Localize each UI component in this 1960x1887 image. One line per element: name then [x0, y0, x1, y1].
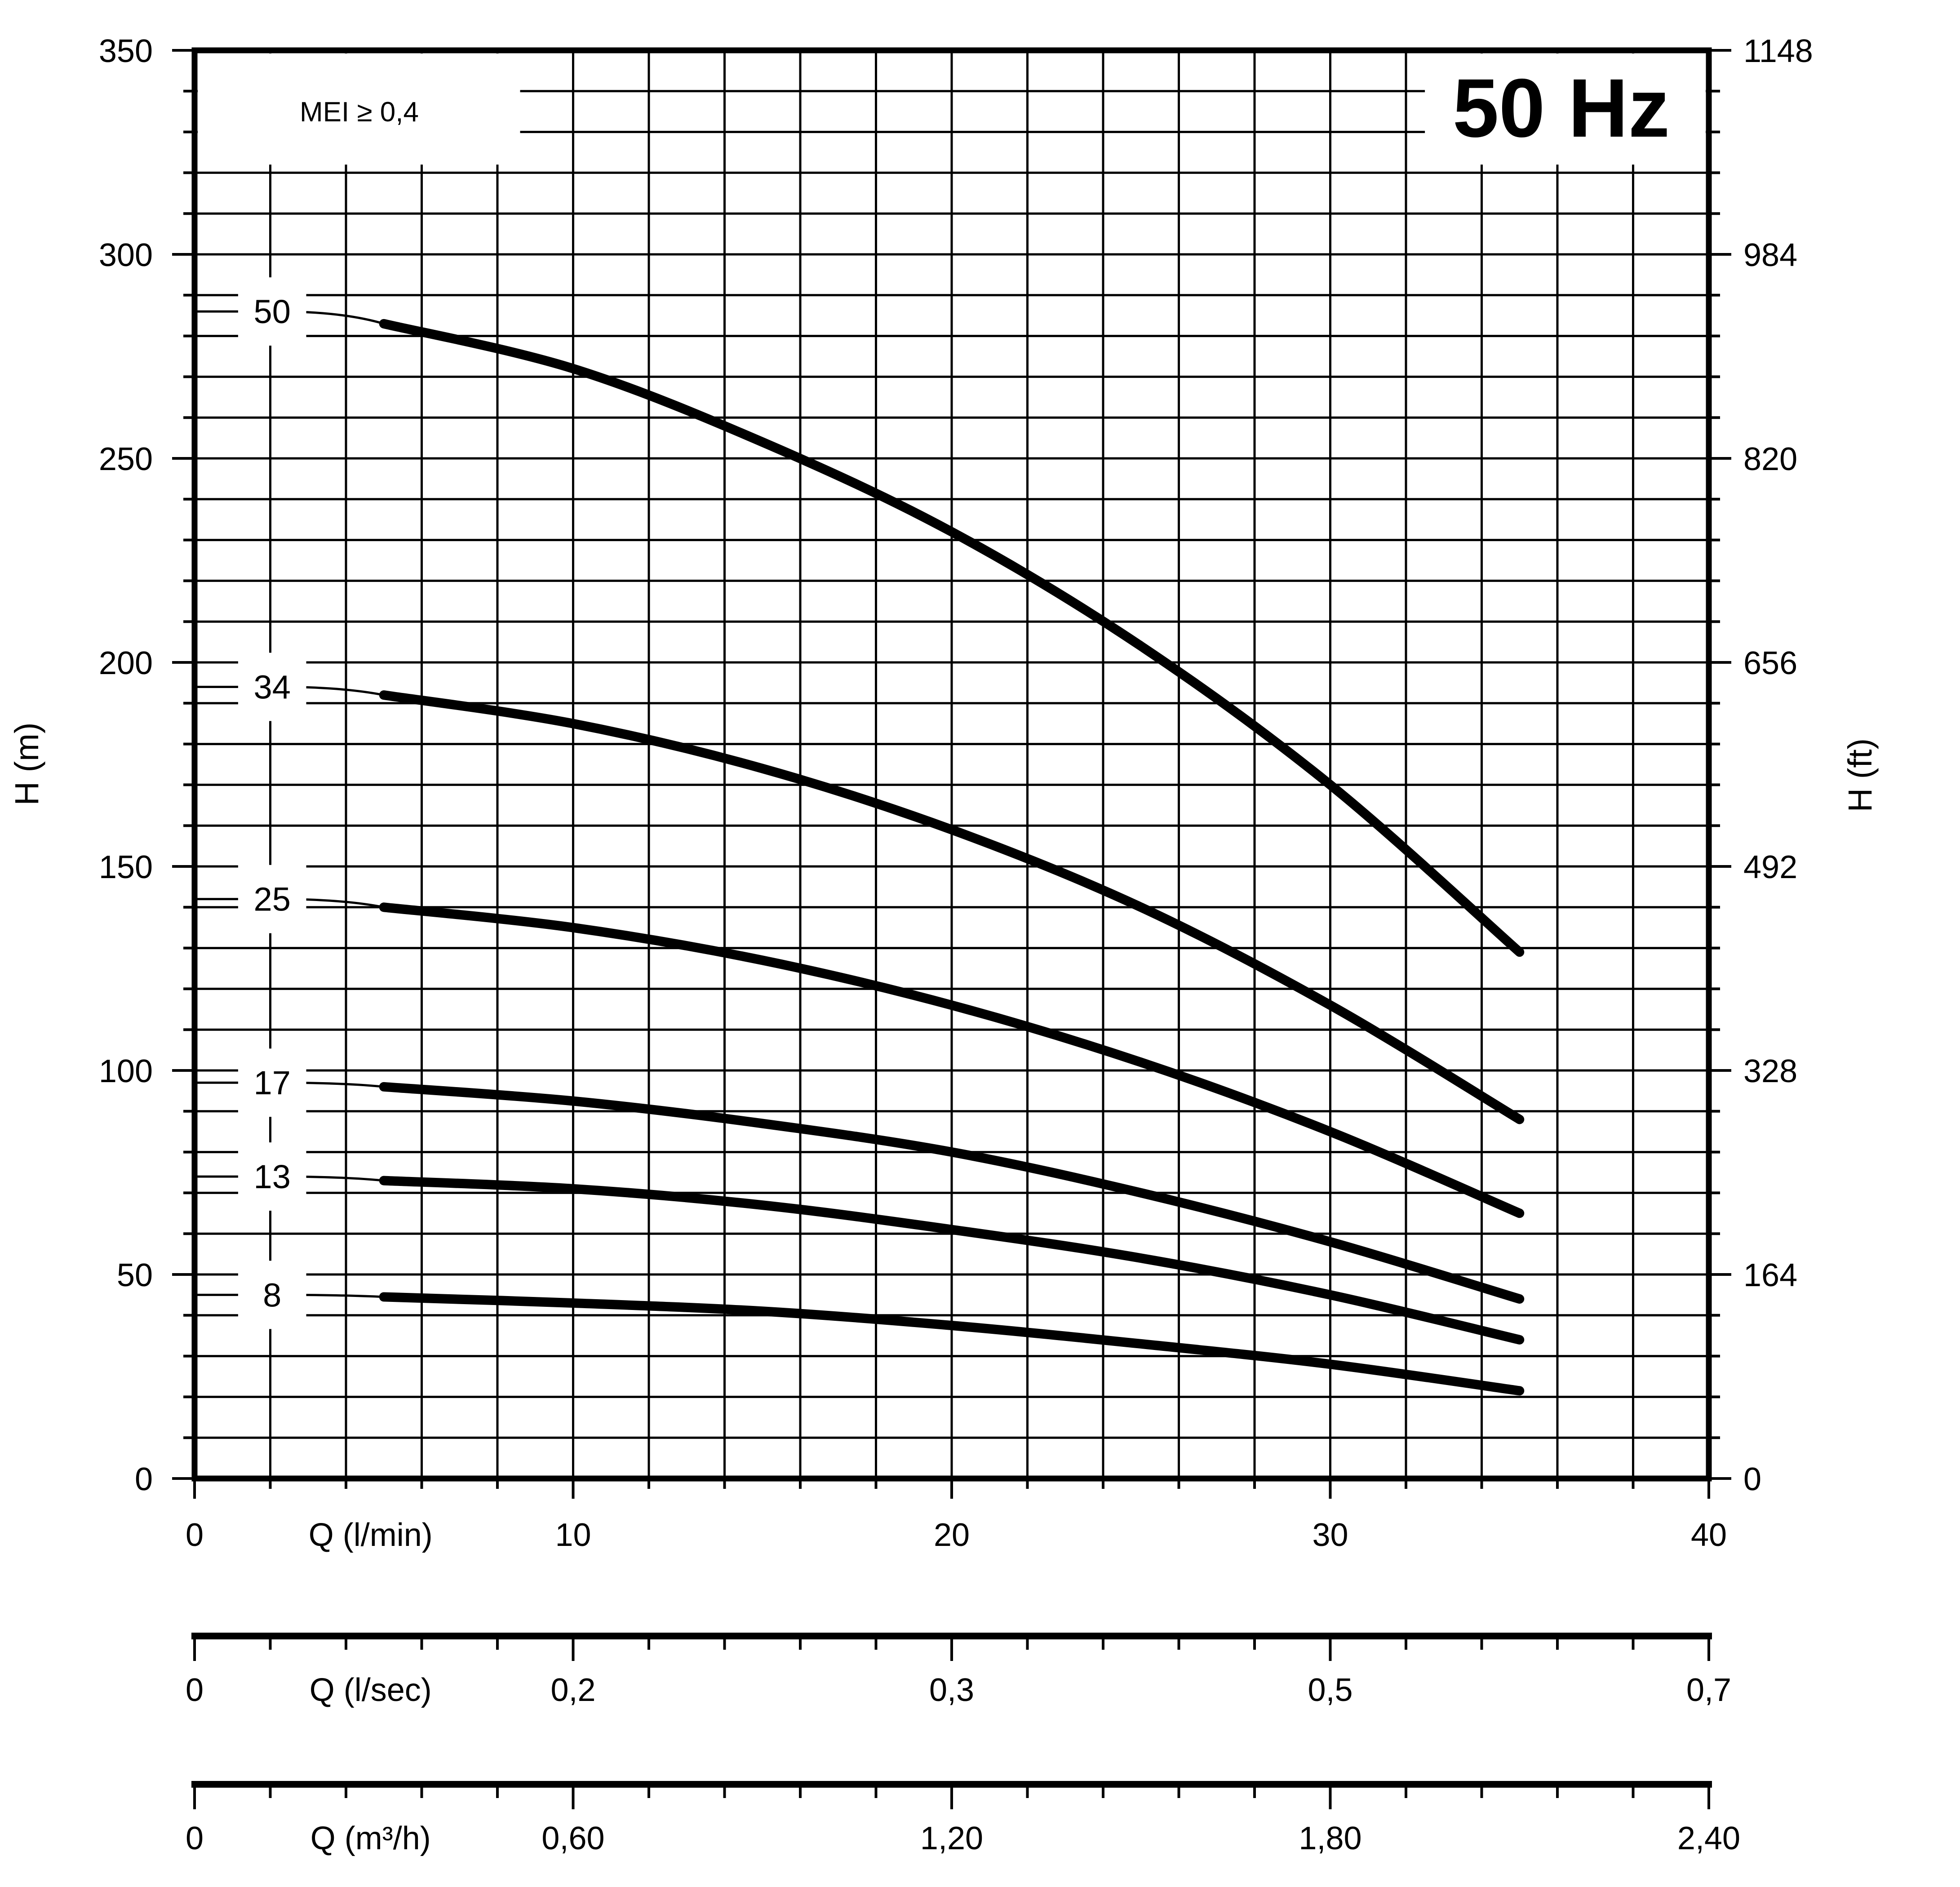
curve-label-box-34	[238, 653, 306, 721]
scale-tick-label: 1,80	[1299, 1820, 1361, 1856]
curve-label-box-13	[238, 1142, 306, 1211]
curve-label-25: 25	[254, 881, 291, 918]
bottom-axis-tick-label: 20	[934, 1517, 970, 1553]
right-axis-tick-label: 0	[1743, 1461, 1761, 1497]
left-axis-tick-label: 50	[117, 1257, 153, 1293]
scale-tick-label: 0	[186, 1672, 204, 1708]
right-axis-tick-label: 820	[1743, 441, 1797, 477]
mei-annotation: MEI ≥ 0,4	[300, 97, 419, 128]
scale-tick-label: 0	[186, 1820, 204, 1856]
left-axis-tick-label: 0	[135, 1461, 153, 1497]
bottom-axis-unit-label: Q (l/min)	[309, 1517, 433, 1553]
curve-label-13: 13	[254, 1158, 291, 1195]
frequency-title: 50 Hz	[1453, 62, 1670, 155]
frequency-annotation-box	[1425, 53, 1706, 165]
curve-label-8: 8	[263, 1276, 281, 1314]
bottom-axis-tick-label: 10	[555, 1517, 591, 1553]
scale-bar-m3h	[191, 1781, 1712, 1788]
left-axis-tick-label: 350	[99, 33, 153, 69]
curve-label-box-50	[238, 277, 306, 346]
bottom-axis-tick-label: 30	[1312, 1517, 1348, 1553]
curve-25	[379, 902, 1525, 1218]
left-axis-tick-label: 200	[99, 645, 153, 681]
scale-tick-label: 0,2	[550, 1672, 595, 1708]
right-axis-tick-label: 164	[1743, 1257, 1797, 1293]
mei-annotation-box	[198, 53, 520, 165]
left-axis-tick-label: 250	[99, 441, 153, 477]
scale-bar-lsec	[191, 1633, 1712, 1639]
scale-tick-label: 0,60	[541, 1820, 604, 1856]
scale-tick-label: 1,20	[920, 1820, 983, 1856]
scale-tick-label: 0,5	[1308, 1672, 1352, 1708]
bottom-axis-tick-label: 0	[186, 1517, 204, 1553]
curve-50	[379, 319, 1525, 957]
curve-17	[379, 1082, 1525, 1304]
scale-tick-label: 0,3	[929, 1672, 974, 1708]
right-axis-tick-label: 492	[1743, 849, 1797, 885]
scale-unit-label: Q (m³/h)	[310, 1820, 431, 1856]
right-axis-tick-label: 1148	[1743, 33, 1813, 69]
right-axis-tick-label: 984	[1743, 237, 1797, 273]
curve-label-34: 34	[254, 668, 291, 706]
curve-label-box-8	[238, 1261, 306, 1329]
curve-34	[379, 690, 1525, 1124]
right-axis-name: H (ft)	[1841, 738, 1879, 812]
scale-tick-label: 0,7	[1686, 1672, 1731, 1708]
scale-tick-label: 2,40	[1677, 1820, 1740, 1856]
curve-label-17: 17	[254, 1064, 291, 1101]
left-axis-tick-label: 100	[99, 1053, 153, 1089]
curve-8	[379, 1292, 1525, 1396]
curve-label-50: 50	[254, 293, 291, 330]
curve-label-box-17	[238, 1048, 306, 1117]
bottom-axis-tick-label: 40	[1691, 1517, 1727, 1553]
left-axis-name: H (m)	[8, 723, 45, 806]
curve-13	[379, 1176, 1525, 1345]
right-axis-tick-label: 328	[1743, 1053, 1797, 1089]
right-axis-tick-label: 656	[1743, 645, 1797, 681]
curve-label-box-25	[238, 865, 306, 933]
scale-unit-label: Q (l/sec)	[310, 1672, 432, 1708]
left-axis-tick-label: 150	[99, 849, 153, 885]
left-axis-tick-label: 300	[99, 237, 153, 273]
